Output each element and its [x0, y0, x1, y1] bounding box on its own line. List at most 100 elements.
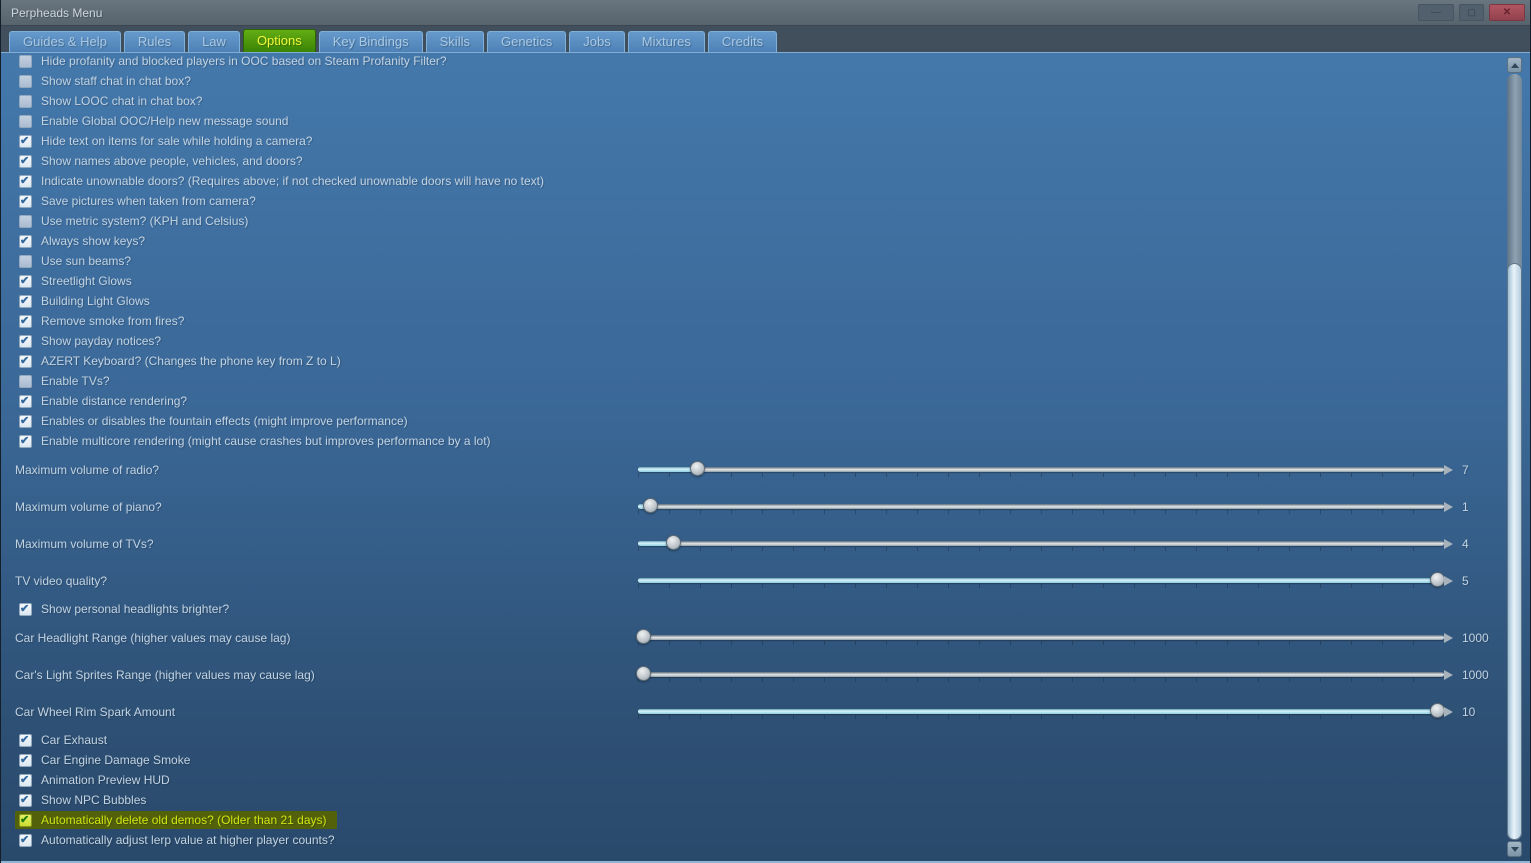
checkbox-checked[interactable]: ✔ [19, 294, 32, 308]
slider-handle[interactable] [689, 461, 705, 476]
maximize-button[interactable]: ▢ [1459, 4, 1484, 21]
minimize-button[interactable]: — [1418, 4, 1454, 21]
slider-track[interactable] [638, 703, 1453, 718]
checkbox-checked[interactable]: ✔ [19, 274, 32, 288]
option-row-animation-preview-hud[interactable]: ✔ Animation Preview HUD [1, 770, 1530, 790]
option-row-hide-text-on-items-for-sale-while-holdin[interactable]: ✔ Hide text on items for sale while holdi… [1, 131, 1530, 151]
option-row-show-staff-chat-in-chat-box[interactable]: ✔ Show staff chat in chat box? [1, 71, 1530, 91]
option-row-car-engine-damage-smoke[interactable]: ✔ Car Engine Damage Smoke [1, 750, 1530, 770]
checkbox-unchecked[interactable]: ✔ [19, 114, 32, 128]
option-label: Building Light Glows [41, 294, 150, 308]
option-row-automatically-delete-old-demos-older-tha[interactable]: ✔ Automatically delete old demos? (Older … [1, 810, 1530, 830]
option-row-show-npc-bubbles[interactable]: ✔ Show NPC Bubbles [1, 790, 1530, 810]
checkbox-checked[interactable]: ✔ [19, 134, 32, 148]
option-row-remove-smoke-from-fires[interactable]: ✔ Remove smoke from fires? [1, 311, 1530, 331]
slider-handle[interactable] [635, 629, 651, 644]
checkbox-unchecked[interactable]: ✔ [19, 214, 32, 228]
option-label: Car Exhaust [41, 733, 108, 747]
option-row-enable-distance-rendering[interactable]: ✔ Enable distance rendering? [1, 391, 1530, 411]
slider-track[interactable] [638, 498, 1453, 513]
checkbox-checked[interactable]: ✔ [19, 194, 32, 208]
close-button[interactable]: ✕ [1489, 4, 1525, 21]
option-row-always-show-keys[interactable]: ✔ Always show keys? [1, 231, 1530, 251]
slider-track[interactable] [635, 666, 1453, 681]
slider-handle[interactable] [642, 498, 658, 513]
option-row-streetlight-glows[interactable]: ✔ Streetlight Glows [1, 271, 1530, 291]
row-surface: ✔ Enable Global OOC/Help new message soun… [15, 112, 298, 130]
checkbox-unchecked[interactable]: ✔ [19, 374, 32, 388]
option-row-show-personal-headlights-brighter[interactable]: ✔ Show personal headlights brighter? [1, 599, 1530, 619]
checkbox-checked[interactable]: ✔ [19, 753, 32, 767]
option-row-show-looc-chat-in-chat-box[interactable]: ✔ Show LOOC chat in chat box? [1, 91, 1530, 111]
check-icon: ✔ [20, 274, 30, 287]
option-row-save-pictures-when-taken-from-camera[interactable]: ✔ Save pictures when taken from camera? [1, 191, 1530, 211]
option-label: Show names above people, vehicles, and d… [41, 154, 303, 168]
scroll-down-button[interactable] [1507, 841, 1522, 857]
checkbox-checked[interactable]: ✔ [19, 813, 32, 827]
option-row-hide-profanity-and-blocked-players-in-oo[interactable]: ✔ Hide profanity and blocked players in O… [1, 53, 1530, 71]
checkbox-checked[interactable]: ✔ [19, 174, 32, 188]
option-row-indicate-unownable-doors-requires-above-[interactable]: ✔ Indicate unownable doors? (Requires abo… [1, 171, 1530, 191]
option-row-enable-tvs[interactable]: ✔ Enable TVs? [1, 371, 1530, 391]
tab-mixtures[interactable]: Mixtures [627, 31, 705, 52]
option-label: Remove smoke from fires? [41, 314, 185, 328]
checkbox-checked[interactable]: ✔ [19, 234, 32, 248]
slider-handle[interactable] [1430, 703, 1446, 718]
slider-handle[interactable] [666, 535, 682, 550]
window-title: Perpheads Menu [11, 5, 103, 20]
scroll-up-button[interactable] [1507, 57, 1522, 73]
option-row-enable-global-ooc-help-new-message-sound[interactable]: ✔ Enable Global OOC/Help new message soun… [1, 111, 1530, 131]
option-row-car-exhaust[interactable]: ✔ Car Exhaust [1, 730, 1530, 750]
arrow-down-icon [1510, 846, 1519, 852]
tab-guides-help[interactable]: Guides & Help [9, 31, 121, 52]
checkbox-checked[interactable]: ✔ [19, 154, 32, 168]
slider-track[interactable] [638, 461, 1453, 476]
option-row-show-names-above-people-vehicles-and-doo[interactable]: ✔ Show names above people, vehicles, and … [1, 151, 1530, 171]
title-bar[interactable]: Perpheads Menu — ▢ ✕ [1, 0, 1530, 26]
tab-genetics[interactable]: Genetics [486, 31, 567, 52]
option-label: Use metric system? (KPH and Celsius) [41, 214, 249, 228]
checkbox-checked[interactable]: ✔ [19, 833, 32, 847]
checkbox-checked[interactable]: ✔ [19, 354, 32, 368]
checkbox-checked[interactable]: ✔ [19, 773, 32, 787]
tab-jobs[interactable]: Jobs [569, 31, 625, 52]
checkbox-checked[interactable]: ✔ [19, 394, 32, 408]
option-row-enables-or-disables-the-fountain-effects[interactable]: ✔ Enables or disables the fountain effect… [1, 411, 1530, 431]
option-row-automatically-adjust-lerp-value-at-highe[interactable]: ✔ Automatically adjust lerp value at high… [1, 830, 1530, 850]
slider-track[interactable] [635, 629, 1453, 644]
option-row-azert-keyboard-changes-the-phone-key-fro[interactable]: ✔ AZERT Keyboard? (Changes the phone key … [1, 351, 1530, 371]
slider-track[interactable] [638, 572, 1453, 587]
row-surface: ✔ Save pictures when taken from camera? [15, 192, 266, 210]
option-row-use-metric-system-kph-and-celsius[interactable]: ✔ Use metric system? (KPH and Celsius) [1, 211, 1530, 231]
option-row-enable-multicore-rendering-might-cause-c[interactable]: ✔ Enable multicore rendering (might cause… [1, 431, 1530, 451]
tab-options[interactable]: Options [242, 29, 316, 52]
tab-rules[interactable]: Rules [123, 31, 186, 52]
tab-key-bindings[interactable]: Key Bindings [318, 31, 423, 52]
tab-law[interactable]: Law [188, 31, 240, 52]
checkbox-unchecked[interactable]: ✔ [19, 254, 32, 268]
tab-skills[interactable]: Skills [425, 31, 484, 52]
slider-handle[interactable] [1430, 572, 1446, 587]
checkbox-checked[interactable]: ✔ [19, 414, 32, 428]
checkbox-checked[interactable]: ✔ [19, 793, 32, 807]
option-row-use-sun-beams[interactable]: ✔ Use sun beams? [1, 251, 1530, 271]
row-surface: ✔ Car Engine Damage Smoke [15, 751, 200, 769]
slider-ticks [638, 546, 1444, 551]
scrollbar-track[interactable] [1507, 74, 1522, 840]
checkbox-checked[interactable]: ✔ [19, 334, 32, 348]
option-row-show-payday-notices[interactable]: ✔ Show payday notices? [1, 331, 1530, 351]
tab-credits[interactable]: Credits [707, 31, 778, 52]
checkbox-checked[interactable]: ✔ [19, 602, 32, 616]
slider-handle[interactable] [635, 666, 651, 681]
checkbox-checked[interactable]: ✔ [19, 733, 32, 747]
checkbox-unchecked[interactable]: ✔ [19, 94, 32, 108]
checkbox-unchecked[interactable]: ✔ [19, 54, 32, 68]
checkbox-checked[interactable]: ✔ [19, 314, 32, 328]
option-row-building-light-glows[interactable]: ✔ Building Light Glows [1, 291, 1530, 311]
checkbox-unchecked[interactable]: ✔ [19, 74, 32, 88]
checkbox-checked[interactable]: ✔ [19, 434, 32, 448]
check-icon: ✔ [20, 833, 30, 846]
scrollbar[interactable] [1507, 57, 1522, 857]
slider-track[interactable] [638, 535, 1453, 550]
scrollbar-thumb[interactable] [1507, 263, 1522, 840]
